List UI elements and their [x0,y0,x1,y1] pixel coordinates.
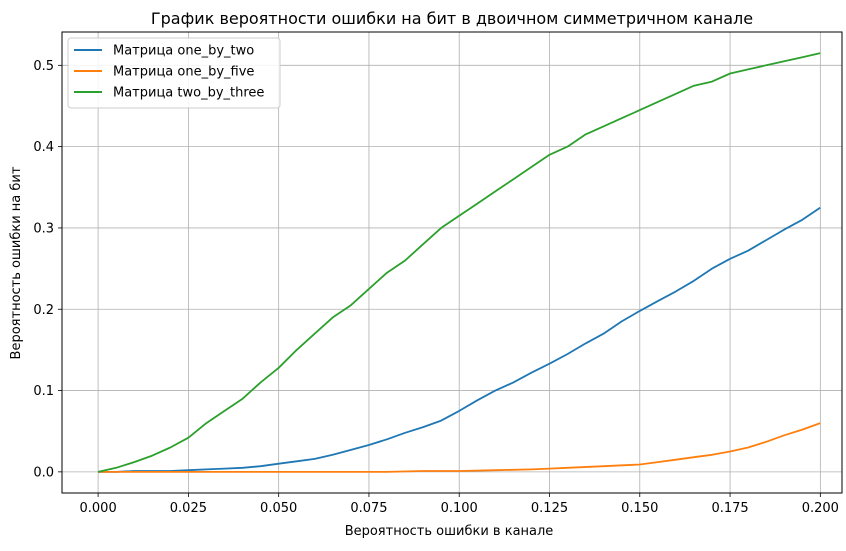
y-axis-label: Вероятность ошибки на бит [9,166,24,359]
x-tick-label: 0.175 [711,501,748,516]
y-axis: 0.0 0.1 0.2 0.3 0.4 0.5 [33,59,62,480]
x-tick-label: 0.050 [260,501,297,516]
x-tick-label: 0.150 [621,501,658,516]
series-line-1 [98,422,821,473]
x-axis-label: Вероятность ошибки в канале [345,524,554,539]
x-axis: 0.000 0.025 0.050 0.075 0.100 0.125 0.150 0.175… [80,493,839,516]
series-line-2 [97,52,821,473]
plot-frame [61,31,843,494]
x-tick-label: 0.000 [80,501,117,516]
series-line-0 [98,206,821,473]
x-tick-label: 0.075 [350,501,387,516]
legend-label: Матрица one_by_two [113,44,254,59]
chart-title: График вероятности ошибки на бит в двоич… [151,9,753,28]
legend-label: Матрица one_by_five [113,65,254,80]
y-tick-label: 0.3 [33,221,54,236]
x-tick-label: 0.025 [170,501,207,516]
x-tick-label: 0.125 [531,501,568,516]
y-tick-label: 0.1 [33,384,54,399]
legend-label: Матрица two_by_three [113,86,264,101]
y-tick-label: 0.5 [33,59,54,74]
y-tick-label: 0.0 [33,465,54,480]
y-tick-label: 0.4 [33,140,54,155]
legend-box [67,37,281,109]
x-tick-label: 0.200 [802,501,839,516]
x-tick-label: 0.100 [441,501,478,516]
y-tick-label: 0.2 [33,303,54,318]
legend: Матрица one_by_two Матрица one_by_five Мат… [67,37,281,109]
series-lines [97,52,821,473]
